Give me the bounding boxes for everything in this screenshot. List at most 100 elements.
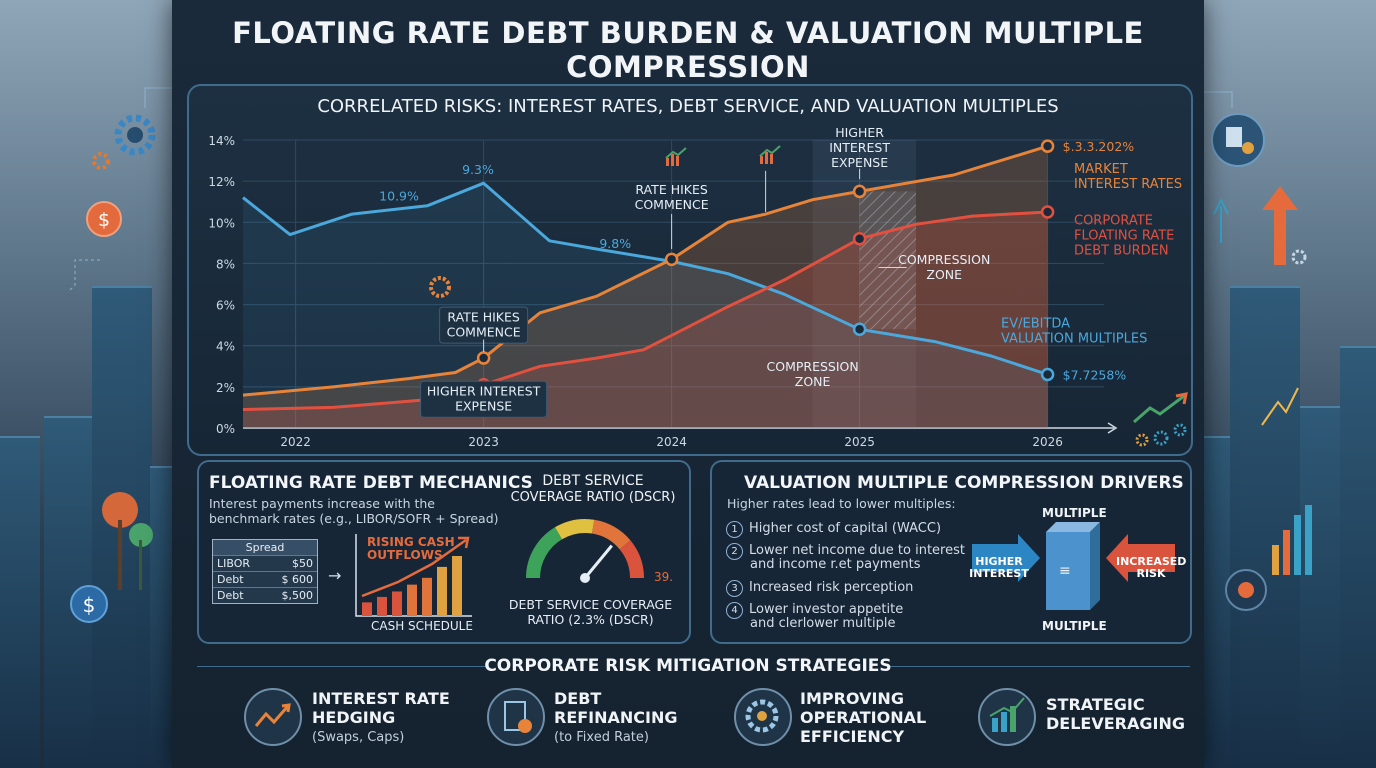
data-label: 9.8% — [599, 236, 631, 251]
mini-bar — [362, 602, 372, 616]
mitigation-label: INTEREST RATE — [312, 689, 450, 708]
connector-line — [67, 259, 100, 293]
database-icon — [1211, 113, 1265, 167]
trend-arrow-icon — [1133, 394, 1185, 424]
connector-line — [144, 87, 172, 108]
drivers-intro: Higher rates lead to lower multiples: — [727, 496, 956, 511]
multiple-bottom-label: MULTIPLE — [1042, 619, 1107, 633]
annotation-text: COMPRESSION — [898, 252, 990, 267]
driver-number: 2 — [726, 543, 743, 560]
gauge-segment — [591, 519, 631, 550]
page-title: FLOATING RATE DEBT BURDEN & VALUATION MU… — [232, 16, 1144, 84]
mini-chart-label2: OUTFLOWS — [367, 548, 443, 562]
mitigation-icon — [734, 688, 792, 746]
right-arrow — [1106, 534, 1175, 582]
rates-marker — [852, 184, 867, 199]
multiple-top-label: MULTIPLE — [1042, 506, 1107, 520]
driver-item: 2 Lower net income due to interest — [726, 543, 965, 560]
annotation-text: RATE HIKES — [635, 182, 707, 197]
up-arrow-icon — [1262, 186, 1298, 265]
rates-line — [242, 144, 1049, 397]
x-tick-label: 2024 — [656, 435, 687, 449]
arrow-icon: → — [328, 566, 342, 585]
mitigation-label: DELEVERAGING — [1046, 714, 1185, 733]
driver-number: 3 — [726, 580, 743, 597]
driver-item: 1 Higher cost of capital (WACC) — [726, 521, 941, 538]
mitigation-sub: (Swaps, Caps) — [312, 730, 405, 745]
building — [1340, 346, 1376, 768]
spread-table: Spread LIBOR $50 Debt $ 600 Debt $,500 — [212, 539, 318, 604]
mitigation-label: DEBT — [554, 689, 602, 708]
rates-marker — [476, 351, 491, 365]
driver-text-line2: and clerlower multiple — [750, 616, 896, 631]
gear-icon — [1135, 433, 1149, 447]
mini-chart-label1: RISING CASH — [367, 535, 455, 549]
annotation-text: INTEREST — [829, 140, 890, 155]
right-arrow-label: INCREASED RISK — [1116, 555, 1187, 580]
gear-icon — [1173, 423, 1187, 437]
row-label: Debt — [217, 573, 244, 586]
table-row: Debt $,500 — [213, 587, 317, 603]
rates-area — [243, 146, 1048, 428]
building — [1230, 286, 1300, 768]
x-tick-label: 2023 — [468, 435, 499, 449]
block-glyph: ≡ — [1059, 563, 1071, 579]
left-arrow — [972, 534, 1040, 582]
annotation-text: HIGHER INTEREST — [427, 384, 541, 399]
y-tick-label: 8% — [216, 257, 235, 271]
x-tick-label: 2022 — [280, 435, 311, 449]
driver-number: 4 — [726, 602, 743, 619]
tree-icon — [102, 492, 153, 590]
gear-alert-icon — [1225, 569, 1267, 611]
multiples-area — [243, 183, 1048, 428]
mechanics-title: FLOATING RATE DEBT MECHANICS — [209, 473, 533, 493]
legend-label: VALUATION MULTIPLES — [1001, 331, 1147, 346]
dscr-side-value: 39. — [654, 570, 674, 584]
building — [0, 436, 40, 768]
divider — [890, 666, 1190, 667]
annotation-text: COMMENCE — [447, 325, 521, 340]
gauge-segment — [554, 519, 595, 540]
driver-item: 3 Increased risk perception — [726, 580, 913, 597]
y-tick-label: 6% — [216, 299, 235, 313]
driver-text: Lower investor appetite — [749, 602, 904, 617]
data-label: 10.9% — [379, 189, 419, 204]
x-tick-label: 2025 — [844, 435, 875, 449]
trend-arrow — [361, 538, 467, 598]
driver-number: 1 — [726, 521, 743, 538]
chart-frame — [187, 84, 1193, 456]
table-row: Debt $ 600 — [213, 571, 317, 587]
trend-arrow-icon — [254, 703, 291, 727]
bar-chart-icon — [676, 156, 679, 166]
annotation-box — [420, 380, 548, 418]
driver-text-line2: and income r.et payments — [750, 557, 921, 572]
mini-bar — [452, 556, 462, 616]
table-header: Spread — [213, 540, 317, 555]
dollar-coin-icon: $ — [86, 201, 122, 237]
legend-label: FLOATING RATE — [1074, 228, 1174, 243]
data-label: $.3.3.202% — [1063, 139, 1135, 154]
dscr-caption-line1: DEBT SERVICE COVERAGE — [508, 597, 673, 612]
bar-chart-icon — [666, 158, 669, 166]
hatch-zone — [859, 191, 917, 330]
mitigation-icon — [978, 688, 1036, 746]
table-row: LIBOR $50 — [213, 555, 317, 571]
arrow-head — [458, 536, 470, 549]
annotation-text: ZONE — [795, 374, 831, 389]
mitigation-label: HEDGING — [312, 708, 396, 727]
annotation-text: RATE HIKES — [447, 310, 519, 325]
chart-title: CORRELATED RISKS: INTEREST RATES, DEBT S… — [317, 96, 1059, 117]
legend-label: INTEREST RATES — [1074, 177, 1182, 192]
bar-chart-icon — [760, 156, 763, 164]
y-tick-label: 14% — [208, 134, 235, 148]
gear-icon — [114, 114, 156, 156]
x-tick-label: 2026 — [1032, 435, 1063, 449]
legend-label: MARKET — [1074, 162, 1128, 177]
trend-line-icon — [1261, 387, 1299, 426]
mini-bar — [407, 584, 417, 616]
cash-schedule-chart — [355, 534, 472, 617]
document-dollar-icon — [504, 701, 532, 733]
y-tick-label: 4% — [216, 340, 235, 354]
gear-icon — [1153, 430, 1169, 446]
